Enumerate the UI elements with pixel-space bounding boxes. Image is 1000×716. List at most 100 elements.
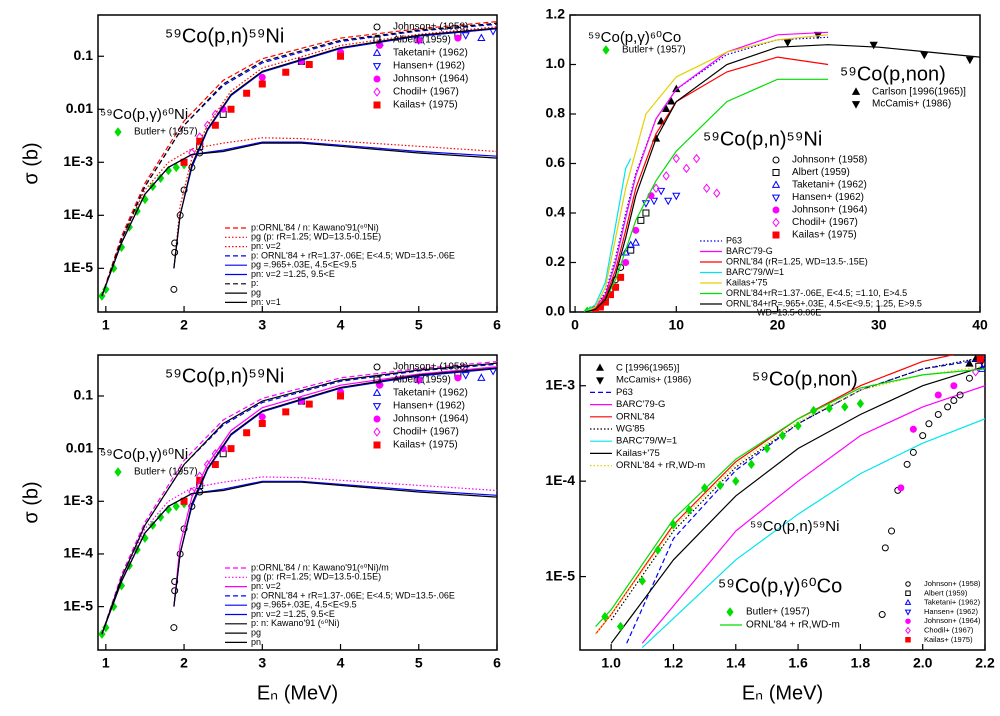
y-tick-label: 0.1 [74,387,94,403]
legend-label: McCamis+ (1986) [872,99,951,110]
data-point [903,460,911,468]
curve [101,23,497,297]
legend-label: p:ORNL'84 / n: Kawano'91(⁶⁰Ni) [251,222,379,232]
x-tick-label: 1 [102,655,110,671]
y-tick-label: 1E-3 [63,153,93,169]
y-tick-label: 1E-4 [545,472,575,488]
data-point [171,248,179,256]
legend-label: Carlson [1996(1965)] [872,87,966,98]
data-point [180,497,188,505]
data-point [950,382,958,390]
y-axis-label: σ (b) [20,142,42,184]
data-point [652,183,660,193]
legend-label: pg (p: rR=1.25; WD=13.5-0.15E) [251,572,381,582]
data-point [869,41,878,50]
data-point [642,209,650,217]
legend-marker [905,637,911,643]
data-point [170,285,178,293]
legend-label: Hansen+ (1962) [393,401,465,412]
data-point [612,283,620,291]
data-point [841,402,849,412]
legend-label: Kailas+ (1975) [792,230,857,241]
data-point [98,291,106,301]
data-point [337,52,345,60]
data-point [747,459,755,470]
legend-label: Chodil+ (1967) [393,427,459,438]
legend-marker [114,127,122,137]
legend-label: Johnson+ (1964) [393,414,468,425]
data-point [149,520,157,531]
data-point [258,420,266,428]
legend-label: Albert (1959) [924,588,968,597]
y-tick-label: 1E-5 [63,259,93,275]
x-tick-label: 10 [669,317,685,333]
y-tick-label: 1.2 [546,6,566,22]
legend-label: Hansen+ (1962) [924,607,978,616]
x-tick-label: 2 [180,655,188,671]
legend-marker [905,626,911,635]
data-point [909,425,917,433]
legend-label: Taketani+ (1962) [792,180,867,191]
legend-marker [373,36,381,44]
legend-label: Kailas+'75 [616,448,660,459]
data-point [649,197,659,206]
data-point [171,239,179,247]
legend-marker [372,388,382,396]
data-point [156,173,165,183]
legend-marker [851,87,861,95]
legend-label: p: ORNL'84 + rR=1.37-.06E; E<4.5; WD=13.… [251,250,455,260]
data-point [965,359,974,367]
data-point [950,397,958,405]
annotation: WD=13.5-0.06E [757,307,821,317]
y-tick-label: 0.4 [546,204,566,220]
legend-marker [851,101,861,109]
data-point [672,153,680,164]
data-point [616,621,625,632]
data-point [778,430,787,441]
legend-label: Johnson+ (1964) [924,616,981,625]
legend-label: pn: ν=1 [251,297,281,307]
data-point [171,577,179,585]
legend-label: Johnson+ (1958) [792,155,867,166]
legend-label: Johnson+ (1964) [393,74,468,85]
curve [610,365,985,644]
legend-label: p: [251,278,259,288]
legend-marker [904,598,912,605]
legend-label: ORNL'84 + rR,WD-m [616,460,705,471]
legend-marker [373,427,381,437]
legend-label: P63 [726,235,742,245]
curve [173,26,497,269]
data-point [171,587,179,595]
data-point [243,429,251,437]
plot-area [98,21,497,301]
y-tick-label: 0.6 [546,154,566,170]
data-point [654,545,662,555]
data-point [692,153,701,164]
legend-label: Hansen+ (1962) [792,192,864,203]
legend-label: pg [251,287,261,297]
legend-marker [372,48,382,56]
data-point [98,629,106,639]
legend-label: BARC'79-G [616,399,665,410]
data-point [976,355,984,363]
legend-marker [772,231,780,239]
data-point [170,624,178,632]
curve [641,385,985,644]
data-point [258,73,266,81]
annotation: ⁵⁹Co(p,n)⁵⁹Ni [750,518,839,535]
legend-label: pg =.965+.03E, 4.5<E<9.5 [251,260,357,270]
x-tick-label: 1.6 [788,655,808,671]
curve [585,44,980,312]
data-point [881,544,889,552]
data-point [888,527,896,535]
annotation: ⁵⁹Co(p,n)⁵⁹Ni [165,365,284,387]
legend-marker [114,467,122,477]
curve [101,21,497,297]
legend-label: ORNL'84+rR=1.37-.06E, E<4.5; =1.10, E>4.… [726,288,907,298]
x-tick-label: 6 [493,317,501,333]
legend-label: Kailas+ (1975) [924,635,973,644]
data-point [637,216,645,224]
legend-label: Johnson+ (1958) [924,579,981,588]
annotation: ⁵⁹Co(p,non) [840,63,946,85]
data-point [783,39,792,47]
